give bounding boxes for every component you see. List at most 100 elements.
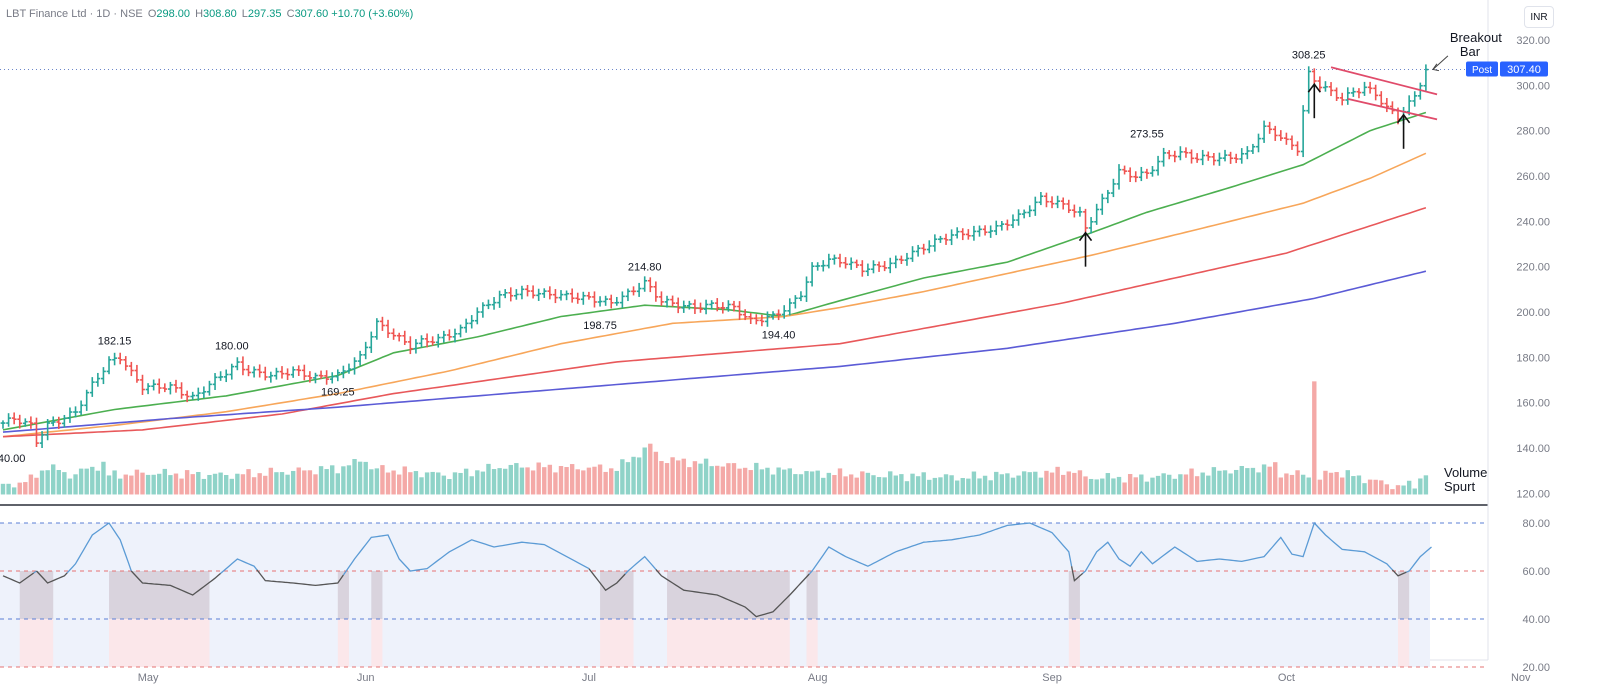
ohlc-bar: [848, 257, 854, 270]
volume-bar: [742, 467, 748, 495]
volume-bar: [207, 474, 212, 495]
volume-bar: [915, 476, 921, 495]
rsi-tick-label: 60.00: [1522, 566, 1550, 578]
ohlc-bar: [1027, 205, 1033, 218]
volume-bar: [809, 471, 815, 495]
volume-bar: [324, 469, 329, 495]
ohlc-bar: [78, 400, 84, 416]
volume-bar: [1044, 470, 1049, 495]
volume-bar: [1083, 476, 1088, 495]
price-tick-label: 200.00: [1516, 307, 1550, 319]
ohlc-bar: [1233, 153, 1239, 164]
ohlc-bar: [1010, 214, 1016, 229]
volume-bar: [1367, 479, 1373, 495]
rsi-background: [0, 522, 1488, 668]
volume-bar: [1406, 480, 1412, 495]
rsi-zone-purple: [806, 571, 818, 619]
ohlc-bar: [474, 307, 480, 325]
ohlc-bar: [123, 356, 129, 371]
ohlc-bar: [106, 356, 112, 375]
price-tick-label: 260.00: [1516, 171, 1550, 183]
volume-bar: [547, 464, 553, 495]
rsi-zone-purple: [667, 571, 790, 619]
ohlc-bar: [324, 370, 330, 385]
volume-bar: [1295, 470, 1300, 495]
volume-bar: [687, 467, 692, 495]
volume-bar: [1100, 478, 1105, 495]
ohlc-bar: [692, 299, 698, 314]
volume-bar: [106, 475, 112, 495]
ohlc-bar: [290, 366, 296, 378]
breakout-pointer-icon: [1432, 55, 1449, 70]
ohlc-bar: [809, 262, 815, 287]
price-tick-label: 180.00: [1516, 352, 1550, 364]
ohlc-bar: [876, 261, 882, 272]
ohlc-bar: [168, 381, 173, 395]
open-value: 298.00: [156, 8, 191, 20]
rsi-line: [66, 522, 132, 574]
volume-bar: [569, 464, 575, 495]
rsi-zone-pink: [600, 619, 634, 667]
rsi-tick-label: 20.00: [1522, 662, 1550, 674]
close-label: C: [286, 8, 295, 20]
volume-bar: [251, 477, 257, 495]
volume-bar: [1245, 468, 1250, 495]
ohlc-bar: [1323, 81, 1328, 92]
volume-bar: [932, 477, 938, 495]
pennant-line: [1347, 98, 1438, 121]
volume-bar: [341, 466, 346, 495]
ohlc-bar: [368, 331, 374, 353]
volume-bar: [670, 457, 675, 495]
ohlc-bar: [1055, 195, 1061, 209]
time-axis-label: Sep: [1042, 672, 1062, 684]
rsi-zone-pink: [109, 619, 210, 667]
ohlc-bar: [1284, 132, 1289, 145]
ohlc-bar: [296, 365, 302, 376]
volume-bar: [564, 467, 569, 495]
ohlc-bar: [1038, 191, 1044, 206]
volume-bar: [787, 468, 792, 495]
volume-bar: [681, 458, 686, 495]
ohlc-bar: [497, 290, 503, 308]
ohlc-bar: [6, 413, 11, 427]
volume-bar: [865, 472, 871, 495]
volume-bar: [876, 477, 882, 495]
ohlc-bar: [195, 387, 201, 401]
volume-bar: [1233, 469, 1239, 495]
volume-bar: [999, 474, 1005, 495]
volume-bar: [1183, 474, 1189, 495]
ohlc-bar: [558, 290, 564, 301]
ohlc-bar: [246, 365, 251, 377]
ohlc-bar: [469, 315, 475, 329]
time-axis-label: Jul: [582, 672, 596, 684]
ohlc-bar: [960, 228, 966, 241]
volume-bar: [703, 458, 709, 495]
currency-button[interactable]: INR: [1524, 6, 1554, 28]
volume-bar: [1312, 381, 1317, 495]
ohlc-bar: [491, 297, 497, 310]
ohlc-bar: [156, 378, 162, 394]
volume-bar: [196, 472, 201, 495]
ohlc-bar: [1155, 155, 1161, 176]
ohlc-bar: [781, 305, 787, 319]
ohlc-bar: [1295, 141, 1300, 156]
ohlc-bar: [1217, 152, 1222, 166]
volume-bar: [257, 473, 262, 495]
ohlc-bar: [407, 336, 413, 355]
volume-bar: [67, 478, 73, 495]
volume-bar: [480, 471, 486, 495]
ohlc-bar: [301, 364, 307, 381]
volume-bar: [782, 469, 787, 495]
ohlc-bar: [977, 225, 982, 237]
annotations: 140.00 182.15 180.00 169.25 214.80 198.75 194.…: [0, 30, 1502, 494]
ohlc-bar: [1345, 87, 1351, 105]
ohlc-bar: [926, 240, 932, 254]
volume-bar: [313, 474, 318, 495]
volume-bar: [1356, 475, 1362, 495]
ohlc-bar: [804, 276, 809, 302]
ohlc-bar: [971, 225, 977, 241]
ohlc-bar: [11, 412, 17, 425]
volume-bar: [821, 477, 826, 495]
ohlc-bar: [1390, 101, 1395, 115]
